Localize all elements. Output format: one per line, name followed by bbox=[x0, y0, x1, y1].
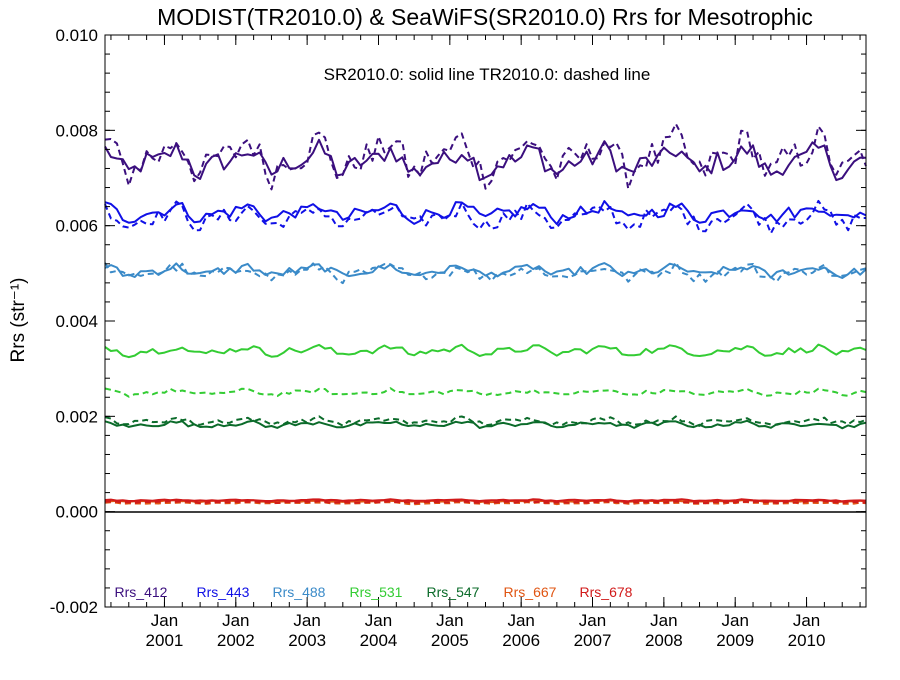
series-Rrs_547-dashed bbox=[104, 415, 867, 427]
x-tick-month: Jan bbox=[365, 611, 392, 630]
y-axis-label: Rrs (str⁻¹) bbox=[8, 278, 29, 363]
x-tick-month: Jan bbox=[793, 611, 820, 630]
x-tick-month: Jan bbox=[650, 611, 677, 630]
legend-item-Rrs_531: Rrs_531 bbox=[350, 584, 403, 600]
series-layer bbox=[104, 122, 867, 506]
x-tick-year: 2001 bbox=[146, 631, 184, 650]
legend-item-Rrs_443: Rrs_443 bbox=[197, 584, 250, 600]
x-tick-year: 2003 bbox=[288, 631, 326, 650]
x-tick-month: Jan bbox=[507, 611, 534, 630]
x-tick-month: Jan bbox=[151, 611, 178, 630]
chart-title: MODIST(TR2010.0) & SeaWiFS(SR2010.0) Rrs… bbox=[157, 4, 813, 30]
x-tick-year: 2002 bbox=[217, 631, 255, 650]
x-tick-year: 2006 bbox=[502, 631, 540, 650]
series-Rrs_412-solid bbox=[104, 138, 867, 182]
series-Rrs_412-dashed bbox=[104, 122, 867, 191]
legend-item-Rrs_547: Rrs_547 bbox=[427, 584, 480, 600]
x-tick-month: Jan bbox=[222, 611, 249, 630]
series-Rrs_678-dashed bbox=[104, 500, 866, 505]
legend-item-Rrs_488: Rrs_488 bbox=[273, 584, 326, 600]
y-tick-label: 0.008 bbox=[55, 121, 98, 140]
x-tick-year: 2005 bbox=[431, 631, 469, 650]
series-Rrs_488-dashed bbox=[104, 261, 867, 285]
x-tick-year: 2004 bbox=[360, 631, 398, 650]
y-tick-label: 0.000 bbox=[55, 503, 98, 522]
series-Rrs_547-solid bbox=[104, 419, 867, 430]
legend-item-Rrs_412: Rrs_412 bbox=[115, 584, 168, 600]
x-tick-year: 2009 bbox=[716, 631, 754, 650]
series-Rrs_488-solid bbox=[104, 262, 867, 279]
y-tick-label: 0.010 bbox=[55, 26, 98, 45]
legend-item-Rrs_678: Rrs_678 bbox=[580, 584, 633, 600]
legend-item-Rrs_667: Rrs_667 bbox=[504, 584, 557, 600]
series-Rrs_531-dashed bbox=[104, 387, 867, 398]
plot-frame bbox=[104, 34, 867, 608]
x-tick-year: 2007 bbox=[574, 631, 612, 650]
y-tick-label: 0.004 bbox=[55, 312, 98, 331]
x-tick-month: Jan bbox=[436, 611, 463, 630]
y-tick-label: 0.002 bbox=[55, 407, 98, 426]
x-tick-year: 2010 bbox=[788, 631, 826, 650]
series-Rrs_678-solid bbox=[104, 498, 867, 503]
series-Rrs_531-solid bbox=[104, 343, 867, 359]
ticks-layer: -0.0020.0000.0020.0040.0060.0080.010Jan2… bbox=[50, 26, 866, 650]
x-tick-year: 2008 bbox=[645, 631, 683, 650]
x-tick-month: Jan bbox=[579, 611, 606, 630]
series-Rrs_443-solid bbox=[104, 200, 867, 226]
y-tick-label: -0.002 bbox=[50, 598, 98, 617]
x-tick-month: Jan bbox=[293, 611, 320, 630]
legend: Rrs_412 Rrs_443 Rrs_488 Rrs_531 Rrs_547 Rrs_6… bbox=[115, 584, 633, 600]
y-tick-label: 0.006 bbox=[55, 217, 98, 236]
x-tick-month: Jan bbox=[721, 611, 748, 630]
chart-subtitle: SR2010.0: solid line TR2010.0: dashed li… bbox=[324, 65, 651, 84]
